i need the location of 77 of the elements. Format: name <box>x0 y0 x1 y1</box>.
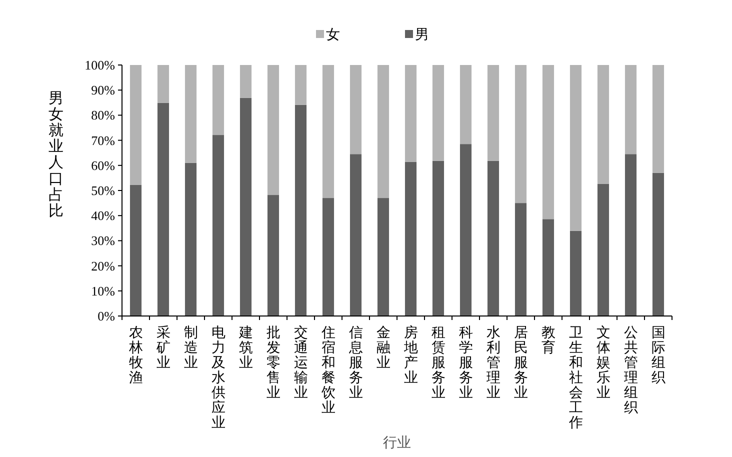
bar <box>487 160 500 316</box>
y-tick-label: 90% <box>91 82 116 98</box>
y-tick-label: 100% <box>84 58 116 72</box>
x-tick-label: 国际组织 <box>651 326 666 386</box>
bar <box>212 135 224 316</box>
x-tick-label: 居民服务业 <box>514 326 528 401</box>
bar <box>652 65 664 173</box>
bar <box>597 65 610 184</box>
x-tick-label: 制造业 <box>184 325 198 371</box>
bar <box>350 154 362 316</box>
bar <box>597 184 610 316</box>
bar <box>432 160 444 316</box>
bar <box>157 65 170 103</box>
y-tick-label: 0% <box>98 308 116 324</box>
x-tick-label: 金融业 <box>376 325 390 371</box>
bar <box>570 65 582 231</box>
x-tick-label: 教育 <box>541 325 556 356</box>
legend-label: 女 <box>326 27 340 43</box>
x-tick-label: 公共管理组织 <box>624 325 638 416</box>
y-tick-label: 50% <box>91 183 116 198</box>
x-tick-label: 信息服务业 <box>348 325 363 401</box>
y-tick-label: 20% <box>91 258 116 274</box>
x-tick-label: 租赁服务业 <box>431 326 446 401</box>
y-axis-title: 男女就业人口占比 <box>48 91 64 220</box>
bar <box>487 65 500 161</box>
bar <box>652 172 664 316</box>
bar <box>294 104 307 316</box>
bar <box>130 65 142 185</box>
bar <box>322 65 334 198</box>
bar <box>624 65 637 154</box>
bar <box>460 144 472 316</box>
bar <box>212 65 224 136</box>
x-tick-label: 农林牧渔 <box>128 325 143 386</box>
bar <box>130 184 142 316</box>
bar <box>350 65 362 154</box>
bar <box>404 162 417 316</box>
x-tick-label: 电力及水供应业 <box>211 325 226 431</box>
x-tick-label: 房地产业 <box>402 325 418 386</box>
y-tick-label: 60% <box>91 158 116 173</box>
x-axis-title: 行业 <box>383 435 411 451</box>
x-tick-label: 文体娱乐业 <box>596 325 610 401</box>
y-tick-label: 30% <box>91 233 116 248</box>
bar <box>240 98 252 316</box>
bar <box>570 230 582 316</box>
x-tick-label: 交通运输业 <box>294 325 308 401</box>
bar <box>377 65 390 198</box>
x-tick-label: 采矿业 <box>155 325 170 371</box>
bar <box>432 65 444 161</box>
legend-label: 男 <box>415 28 429 43</box>
x-tick-label: 建筑业 <box>238 325 253 371</box>
bar <box>184 162 197 316</box>
bar <box>624 154 637 316</box>
bar <box>514 203 527 316</box>
bar <box>404 65 417 162</box>
legend-item: 女 <box>316 28 340 43</box>
bar <box>542 65 554 220</box>
x-tick-label: 卫生和社会工作 <box>568 326 583 431</box>
bar <box>294 65 307 105</box>
bar <box>514 65 527 204</box>
bar <box>240 65 252 98</box>
y-tick-label: 10% <box>91 283 116 298</box>
x-tick-label: 住宿和餐饮业 <box>320 325 336 416</box>
bar <box>542 219 554 316</box>
legend-item: 男 <box>405 28 429 43</box>
bar <box>322 198 334 316</box>
bar <box>267 195 280 316</box>
bar <box>460 65 472 144</box>
bar <box>267 65 280 196</box>
bar <box>184 65 197 163</box>
y-tick-label: 70% <box>91 132 116 148</box>
x-tick-label: 水利管理业 <box>486 325 500 401</box>
bar <box>157 102 170 316</box>
x-tick-label: 批发零售业 <box>266 325 280 401</box>
bar <box>377 198 390 316</box>
x-tick-label: 科学服务业 <box>458 325 473 401</box>
y-tick-label: 80% <box>91 108 116 123</box>
y-tick-label: 40% <box>91 208 116 224</box>
